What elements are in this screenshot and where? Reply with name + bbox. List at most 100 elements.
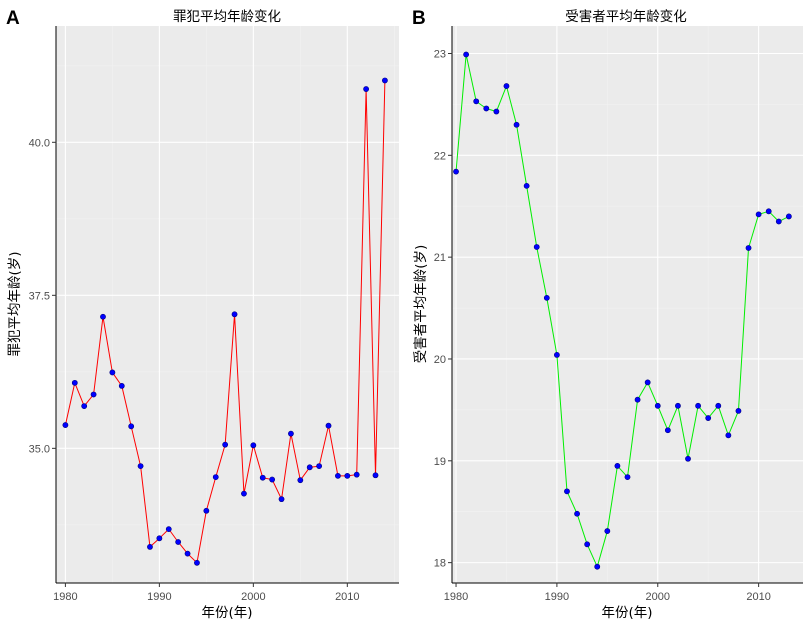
- panel-b-data-point: [594, 563, 601, 570]
- panel-b-data-point: [735, 408, 742, 414]
- panel-b-data-point: [715, 402, 722, 409]
- panel-a-data-point: [156, 535, 163, 542]
- panel-b-data-point: [755, 211, 762, 218]
- panel-a-y-axis-title: 罪犯平均年龄(岁): [7, 251, 23, 356]
- panel-a-data-point: [175, 539, 182, 545]
- panel-a-data-point: [81, 403, 88, 410]
- panel-a-data-point: [325, 422, 332, 429]
- panel-a-data-point: [128, 423, 135, 430]
- panel-b-y-tick-label: 19: [434, 456, 446, 468]
- panel-b-data-point: [745, 245, 752, 251]
- panel-a-background: [56, 26, 399, 583]
- panel-b-data-point: [705, 415, 712, 421]
- panel-a-data-point: [372, 472, 379, 479]
- panel-a-data-point: [241, 490, 247, 497]
- panel-a-data-point: [344, 472, 351, 479]
- panel-b-data-point: [695, 402, 702, 409]
- panel-a-x-tick-label: 2010: [335, 591, 359, 603]
- panel-b-data-point: [513, 121, 520, 128]
- panel-b-data-point: [473, 98, 480, 105]
- panel-a-data-point: [250, 442, 257, 449]
- panel-a-data-point: [71, 379, 78, 386]
- panel-a-y-tick-label: 37.5: [29, 290, 50, 302]
- panel-b-data-point: [543, 294, 550, 301]
- panel-b-data-point: [453, 168, 459, 175]
- panel-b-data-point: [634, 396, 641, 403]
- panel-a-data-point: [297, 477, 304, 484]
- panel-b-data-point: [644, 379, 651, 386]
- panel-b-data-point: [785, 213, 792, 220]
- panel-a-data-point: [382, 77, 388, 84]
- panel-b-x-tick-label: 1980: [444, 591, 468, 603]
- panel-a-data-point: [118, 383, 125, 389]
- panel-a-data-point: [353, 471, 360, 478]
- panel-a-x-tick-label: 1980: [53, 591, 77, 603]
- panel-a-data-point: [147, 543, 153, 550]
- panel-b-data-point: [675, 402, 681, 409]
- panel-b-data-point: [533, 244, 540, 250]
- panel-a-x-tick-label: 1990: [147, 591, 171, 603]
- panel-b-data-point: [503, 83, 510, 89]
- panel-b-x-tick-label: 2000: [646, 591, 670, 603]
- panel-b-data-point: [654, 402, 661, 409]
- panel-b-data-point: [483, 105, 490, 112]
- panel-b-data-point: [614, 462, 621, 469]
- panel-b-data-point: [604, 528, 611, 534]
- panel-a-data-point: [90, 391, 97, 398]
- panel-a-data-point: [184, 550, 191, 557]
- panel-b-data-point: [463, 51, 470, 58]
- panel-b-x-tick-label: 1990: [545, 591, 569, 603]
- panel-a-data-point: [335, 472, 341, 479]
- panel-b-data-point: [664, 427, 671, 434]
- panel-a-x-tick-label: 2000: [241, 591, 265, 603]
- panel-b-x-axis-title: 年份(年): [601, 605, 652, 621]
- panel-a-data-point: [316, 463, 323, 469]
- panel-a-data-point: [109, 369, 116, 376]
- panel-a-y-tick-label: 35.0: [29, 443, 50, 455]
- panel-a-x-axis-title: 年份(年): [201, 605, 252, 621]
- panel-a-data-point: [212, 474, 219, 481]
- panel-a-data-point: [222, 441, 229, 448]
- panel-a-data-point: [100, 313, 106, 320]
- panel-b-y-tick-label: 22: [434, 150, 446, 162]
- panel-b-data-point: [584, 541, 591, 548]
- panel-b-data-point: [553, 352, 560, 358]
- panel-b: B 受害者平均年龄变化 1980 1990 2000 2010 18 19 20 21 22 23…: [412, 8, 803, 621]
- panel-b-tag: B: [412, 8, 426, 29]
- panel-a-data-point: [269, 476, 276, 483]
- panel-a-tag: A: [6, 8, 20, 29]
- panel-b-y-tick-label: 21: [434, 252, 446, 264]
- panel-b-background: [452, 26, 803, 583]
- panel-b-y-tick-label: 23: [434, 48, 446, 60]
- panel-a-data-point: [203, 507, 210, 514]
- panel-a-data-point: [363, 86, 370, 92]
- panel-b-data-point: [574, 510, 580, 517]
- panel-b-data-point: [725, 432, 732, 439]
- panel-b-data-point: [523, 182, 530, 189]
- panel-b-data-point: [765, 208, 772, 215]
- panel-b-data-point: [624, 474, 631, 480]
- panel-a-data-point: [278, 496, 285, 503]
- panel-a-y-tick-label: 40.0: [29, 137, 50, 149]
- panel-b-data-point: [564, 488, 570, 495]
- panel-b-y-tick-label: 20: [434, 354, 446, 366]
- panel-a-data-point: [231, 311, 238, 318]
- panel-b-y-tick-label: 18: [434, 558, 446, 570]
- panel-a-data-point: [306, 464, 313, 471]
- panel-a-data-point: [288, 430, 294, 437]
- panel-b-series-line: [455, 54, 790, 568]
- panel-a-data-point: [259, 474, 266, 481]
- panel-b-x-tick-label: 2010: [746, 591, 770, 603]
- panel-a-data-point: [165, 526, 172, 533]
- panel-a-data-point: [137, 463, 144, 469]
- panel-b-y-axis-title: 受害者平均年龄(岁): [413, 245, 429, 364]
- panel-a-data-point: [62, 422, 69, 428]
- panel-a: A 罪犯平均年龄变化 1980 1990 2000 201035.037.540.0 …: [6, 8, 399, 621]
- panel-b-data-point: [775, 218, 782, 225]
- panel-a-title: 罪犯平均年龄变化: [173, 9, 281, 25]
- panel-b-data-point: [493, 108, 500, 115]
- panel-b-data-point: [685, 455, 691, 462]
- panel-b-title: 受害者平均年龄变化: [565, 9, 687, 25]
- panel-a-data-point: [194, 559, 200, 566]
